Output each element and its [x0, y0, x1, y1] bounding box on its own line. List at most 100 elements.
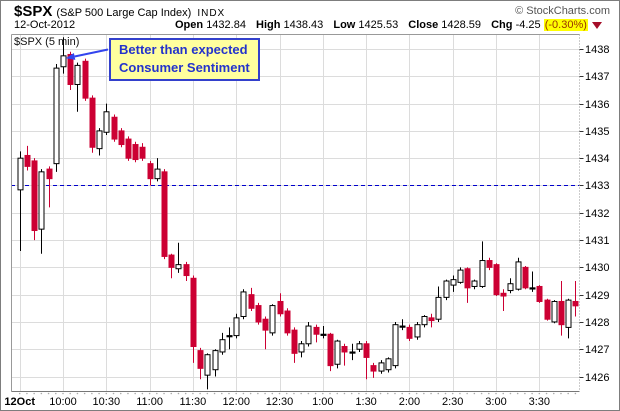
candle [522, 265, 529, 290]
y-axis-label: 1438 [585, 44, 609, 56]
x-axis-label: 1:30 [355, 396, 376, 408]
x-axis-label: 2:00 [399, 396, 420, 408]
candle [435, 286, 442, 322]
candle [103, 103, 110, 135]
candle [183, 261, 190, 282]
open-value: 1432.84 [206, 19, 246, 31]
candle [507, 278, 514, 294]
candle [154, 158, 161, 182]
high-value: 1438.43 [283, 19, 324, 31]
candle [298, 341, 305, 358]
candle [139, 143, 146, 161]
y-axis-label: 1431 [585, 235, 609, 247]
y-axis-label: 1432 [585, 208, 609, 220]
annotation-line1: Better than expected [119, 42, 248, 57]
candle [320, 326, 327, 339]
chart-date: 12-Oct-2012 [14, 19, 76, 31]
symbol-name: (S&P 500 Large Cap Index) [56, 7, 192, 19]
candle [147, 160, 154, 186]
y-axis-label: 1435 [585, 126, 609, 138]
y-axis-label: 1428 [585, 317, 609, 329]
candle [443, 279, 450, 301]
candle [17, 151, 24, 251]
candle [356, 341, 363, 352]
x-axis-label: 1:00 [312, 396, 333, 408]
y-axis-label: 1430 [585, 262, 609, 274]
candle [204, 353, 211, 390]
candle [515, 257, 522, 291]
candle [233, 313, 240, 339]
candle [565, 298, 572, 339]
series-label: $SPX (5 min) [14, 36, 80, 48]
candle [190, 275, 197, 363]
candles [17, 37, 579, 390]
candle [479, 241, 486, 288]
y-axis-label: 1434 [585, 153, 609, 165]
candle [305, 321, 312, 347]
chart-header: $SPX (S&P 500 Large Cap Index) INDX [14, 3, 225, 21]
candle [414, 321, 421, 340]
candle [544, 298, 551, 321]
candle [406, 324, 413, 342]
candle [24, 145, 31, 171]
candle [96, 128, 103, 156]
stockcharts-credit: © StockCharts.com [515, 5, 610, 17]
candle [89, 95, 96, 153]
x-axis-label: 3:30 [529, 396, 550, 408]
x-axis-label: 12:00 [222, 396, 250, 408]
candle [60, 37, 67, 74]
y-axis-label: 1426 [585, 372, 609, 384]
candle [558, 281, 565, 336]
candle [197, 347, 204, 380]
candle [349, 343, 356, 361]
candle [269, 304, 276, 336]
x-axis-label: 11:00 [136, 396, 163, 408]
candle [500, 289, 507, 312]
candle [392, 321, 399, 369]
x-axis-label: 10:30 [93, 396, 121, 408]
candle [284, 308, 291, 336]
y-axis-label: 1436 [585, 99, 609, 111]
candle [53, 64, 60, 172]
open-label: Open [175, 19, 204, 31]
candle [378, 360, 385, 374]
candle [385, 357, 392, 373]
chg-label: Chg [491, 19, 513, 31]
candle [161, 169, 168, 260]
candle [334, 339, 341, 369]
candle [74, 62, 81, 112]
candle [471, 279, 478, 290]
candle [248, 287, 255, 312]
candle [212, 349, 219, 377]
x-axis-label: 2:30 [442, 396, 463, 408]
y-axis-label: 1429 [585, 290, 609, 302]
x-axis-label: 12:30 [266, 396, 294, 408]
y-axis-label: 1427 [585, 344, 609, 356]
low-value: 1425.53 [358, 19, 399, 31]
y-axis-label: 1437 [585, 71, 609, 83]
plot-frame [11, 34, 580, 392]
candle [219, 332, 226, 355]
candle [486, 257, 493, 271]
x-axis-label: 12Oct [4, 396, 35, 408]
symbol-exchange: INDX [197, 8, 226, 19]
chg-percent-badge: (-0.30%) [543, 19, 588, 31]
candle [255, 302, 262, 325]
quote-summary: Open 1432.84 High 1438.43 Low 1425.53 Cl… [175, 19, 602, 31]
candle [118, 128, 125, 148]
candle [363, 341, 370, 380]
candle [38, 169, 45, 254]
x-axis-label: 11:30 [180, 396, 207, 408]
x-axis: 12Oct 10:00 10:30 11:00 11:30 12:00 12:30 1:00 1… [4, 392, 577, 408]
candle [493, 263, 500, 297]
candle [277, 293, 284, 317]
y-axis-label: 1433 [585, 180, 609, 192]
close-value: 1428.59 [441, 19, 482, 31]
y-axis: 1438 1437 1436 1435 1434 1433 1432 1431 1430 1429… [579, 44, 609, 384]
candle [464, 267, 471, 303]
candle [572, 281, 579, 317]
candle [536, 285, 543, 303]
candle [327, 332, 334, 372]
down-triangle-icon [591, 22, 602, 29]
candle [450, 275, 457, 292]
